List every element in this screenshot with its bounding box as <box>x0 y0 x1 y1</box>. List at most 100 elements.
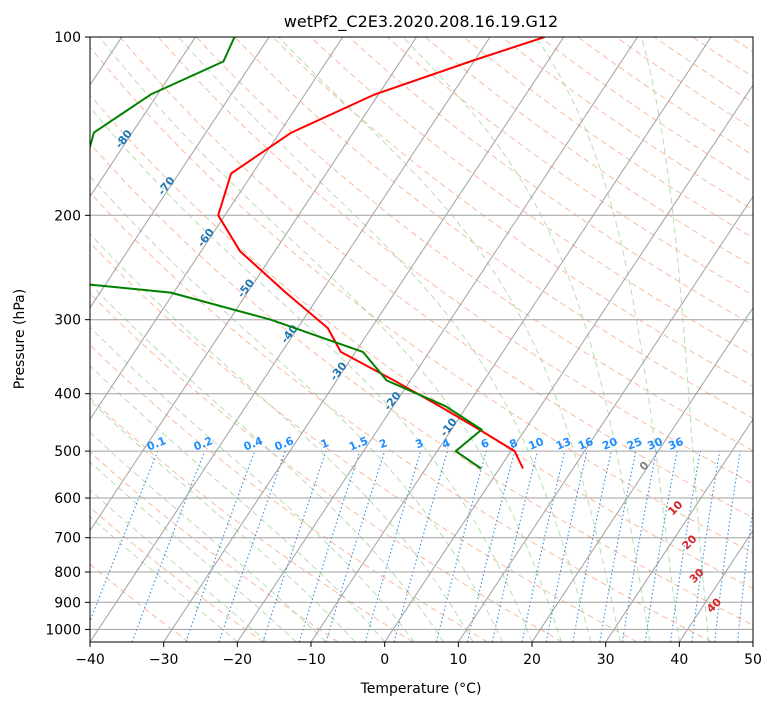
mixing-ratio-line <box>298 450 361 642</box>
mixing-ratio-line <box>435 450 487 642</box>
grid-lines <box>90 37 753 642</box>
y-tick-label: 1000 <box>45 622 81 638</box>
y-tick-label: 700 <box>54 531 81 547</box>
mixing-ratio-line <box>714 451 741 642</box>
mixing-ratio-line <box>364 450 422 642</box>
mixing-ratio-label: 1 <box>319 436 331 451</box>
dry-adiabat-line <box>90 46 753 554</box>
isotherm-gridline <box>90 37 491 642</box>
isotherm-gridline <box>90 37 417 532</box>
x-tick-label: 40 <box>670 652 688 668</box>
mixing-ratio-label: 36 <box>666 435 685 453</box>
mixing-ratio-label: 20 <box>600 435 619 453</box>
mixing-ratio-line <box>670 451 701 642</box>
isotherm-gridline <box>384 84 753 642</box>
x-tick-label: −10 <box>296 652 326 668</box>
y-tick-label: 500 <box>54 444 81 460</box>
mixing-ratio-label: 25 <box>625 435 644 453</box>
plot-frame <box>89 36 754 643</box>
moist-adiabat-line <box>535 37 680 642</box>
x-tick-label: −40 <box>75 652 105 668</box>
moist-adiabat-line <box>178 37 592 642</box>
dry-adiabat-line <box>157 37 753 485</box>
x-tick-label: 30 <box>597 652 615 668</box>
moist-adiabat-line <box>90 106 533 642</box>
dry-adiabat-line <box>386 37 753 297</box>
moist-adiabat-line <box>99 37 562 642</box>
mixing-ratio-line <box>185 450 256 642</box>
y-tick-label: 200 <box>54 208 81 224</box>
dry-adiabat-line <box>119 37 753 519</box>
x-tick-label: 20 <box>523 652 541 668</box>
y-tick-label: 800 <box>54 565 81 581</box>
mixing-ratio-line <box>262 450 327 642</box>
y-tick-label: 400 <box>54 387 81 403</box>
moist-adiabat-line <box>90 516 238 642</box>
isotherm-gridline <box>678 529 753 642</box>
background-lines <box>90 37 753 642</box>
isotherm-gridline <box>236 37 638 642</box>
y-axis-title: Pressure (hPa) <box>12 289 28 389</box>
isotherm-gridline <box>163 37 565 642</box>
dry-adiabat-line <box>234 37 753 419</box>
mixing-ratio-label: 16 <box>576 435 595 453</box>
y-tick-label: 600 <box>54 491 81 507</box>
mixing-ratio-line <box>90 450 159 623</box>
moist-adiabat-line <box>641 37 710 642</box>
moist-adiabat-line <box>90 364 386 642</box>
chart-title: wetPf2_C2E3.2020.208.16.19.G12 <box>284 12 558 32</box>
moist-adiabat-line <box>402 37 651 642</box>
dry-adiabat-line <box>90 94 753 590</box>
dry-adiabat-line <box>90 142 753 626</box>
x-tick-label: −20 <box>223 652 253 668</box>
moist-adiabat-line <box>90 431 327 642</box>
mixing-ratio-label: 8 <box>508 436 520 451</box>
mixing-ratio-label: 2 <box>377 436 389 451</box>
mixing-ratio-line <box>521 450 566 642</box>
x-tick-label: −30 <box>149 652 179 668</box>
isotherm-gridline <box>90 37 344 421</box>
x-tick-label: 0 <box>380 652 389 668</box>
moist-adiabat-line <box>278 37 621 642</box>
moist-adiabat-line <box>90 461 297 642</box>
y-axis: 100 200 300 400 500 600 700 800 900 1000 <box>45 30 90 638</box>
dry-adiabat-line <box>90 292 563 642</box>
dry-adiabat-line <box>425 37 753 267</box>
dry-adiabat-line <box>90 397 414 642</box>
y-tick-label: 900 <box>54 595 81 611</box>
moist-adiabat-line <box>90 489 268 642</box>
x-tick-label: 10 <box>449 652 467 668</box>
mixing-ratio-label: 3 <box>414 436 426 451</box>
isotherm-gridline <box>310 37 712 642</box>
dry-adiabat-line <box>90 451 339 642</box>
isotherm-gridline <box>90 37 270 309</box>
x-axis: −40 −30 −20 −10 0 10 20 30 40 50 <box>75 642 762 668</box>
line-annotations: -100-90-80-70-60-50-40-30-20-100.10.20.4… <box>113 127 725 615</box>
y-tick-label: 300 <box>54 313 81 329</box>
dewpoint-profile-line <box>90 37 483 470</box>
dry-adiabat-line <box>348 37 753 326</box>
moist-adiabat-line <box>90 282 445 642</box>
x-axis-title: Temperature (°C) <box>360 681 482 697</box>
dry-adiabat-line <box>196 37 753 452</box>
mixing-ratio-line <box>325 450 386 642</box>
mixing-ratio-line <box>466 450 516 642</box>
mixing-ratio-line <box>691 451 721 642</box>
y-tick-label: 100 <box>54 30 81 46</box>
mixing-ratio-label: 10 <box>527 435 546 453</box>
x-tick-label: 50 <box>744 652 762 668</box>
isotherm-gridline <box>90 37 196 198</box>
moist-adiabat-line <box>90 233 474 642</box>
isotherm-gridline <box>531 306 753 642</box>
mixing-ratio-line <box>218 450 286 642</box>
dry-adiabat-line <box>501 37 753 211</box>
moist-adiabat-line <box>90 175 503 642</box>
mixing-ratio-line <box>131 450 206 642</box>
dry-adiabat-line <box>463 37 753 239</box>
mixing-ratio-label: 13 <box>554 435 573 453</box>
isotherm-gridline <box>605 418 753 642</box>
isotherm-gridline <box>457 195 753 642</box>
mixing-ratio-label: 30 <box>646 435 665 453</box>
